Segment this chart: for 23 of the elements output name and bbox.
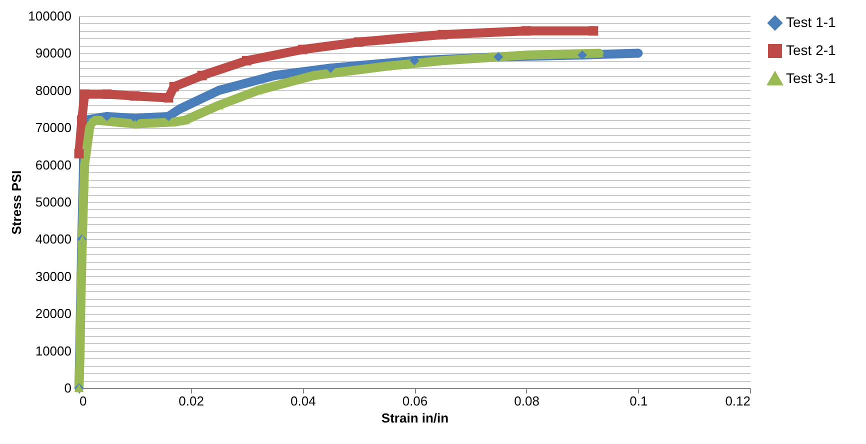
y-tick-label: 90000 <box>35 46 72 61</box>
legend-label: Test 1-1 <box>786 14 836 30</box>
x-axis-title: Strain in/in <box>381 410 449 426</box>
y-tick-label: 50000 <box>35 194 72 210</box>
x-tick-label: 0.1 <box>630 394 648 408</box>
x-tick-label: 0.08 <box>514 394 540 408</box>
y-axis-title: Stress PSI <box>9 170 24 235</box>
y-tick-label: 60000 <box>35 157 72 172</box>
y-tick-label: 0 <box>64 380 72 396</box>
x-tick-label: 0.02 <box>178 394 204 408</box>
legend-label: Test 2-1 <box>786 42 836 58</box>
y-tick-label: 30000 <box>35 268 72 284</box>
x-tick-label: 0.06 <box>402 394 428 408</box>
y-tick-label: 40000 <box>35 232 72 247</box>
y-tick-label: 100000 <box>28 8 72 24</box>
y-tick-label: 70000 <box>35 120 72 136</box>
y-tick-label: 20000 <box>35 306 72 322</box>
x-tick-label: 0.12 <box>725 394 750 408</box>
y-tick-label: 10000 <box>35 343 72 358</box>
x-tick-label: 0 <box>80 394 87 408</box>
x-tick-label: 0.04 <box>290 394 316 408</box>
y-tick-label: 80000 <box>35 82 72 98</box>
legend-label: Test 3-1 <box>786 70 836 86</box>
